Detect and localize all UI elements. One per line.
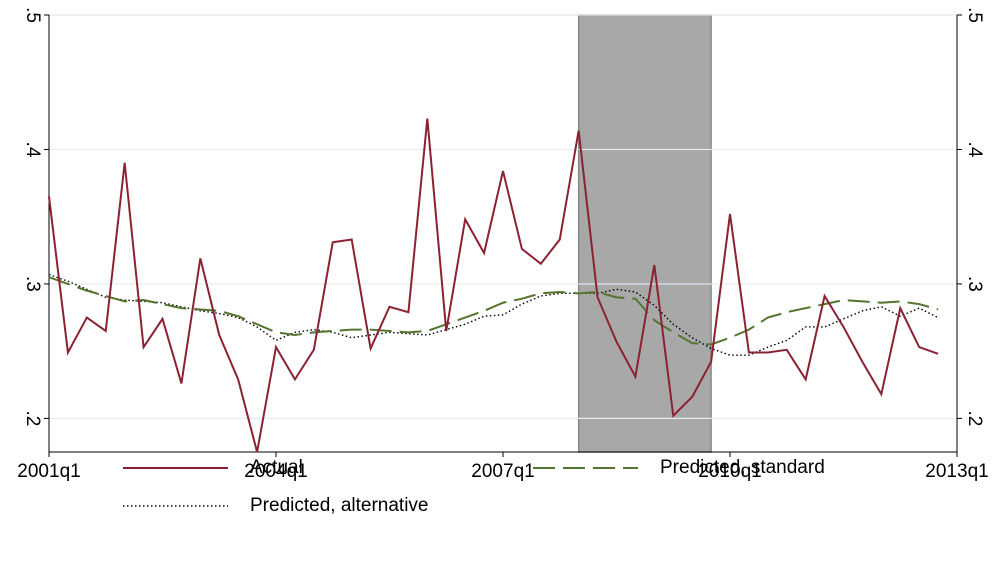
- y2-tick-label: .3: [964, 276, 985, 292]
- series-line: [48, 273, 939, 356]
- series-line: [48, 276, 939, 346]
- legend-label: Predicted, alternative: [250, 495, 429, 516]
- y-tick-label: .2: [22, 410, 43, 426]
- y-tick-label: .3: [22, 276, 43, 292]
- legend-label: Actual: [250, 457, 303, 478]
- shaded-period: [577, 14, 712, 453]
- series-line: [48, 118, 939, 453]
- x-tick-label: 2007q1: [471, 461, 534, 482]
- legend-label: Predicted, standard: [660, 457, 825, 478]
- x-tick-label: 2004q1: [244, 461, 307, 482]
- x-tick-label: 2010q1: [698, 461, 761, 482]
- y2-tick-label: .2: [964, 410, 985, 426]
- x-tick-label: 2001q1: [17, 461, 80, 482]
- y-tick-label: .5: [22, 7, 43, 23]
- y2-tick-label: .4: [964, 142, 985, 158]
- x-tick-label: 2013q1: [925, 461, 988, 482]
- y2-tick-label: .5: [964, 7, 985, 23]
- y-tick-label: .4: [22, 142, 43, 158]
